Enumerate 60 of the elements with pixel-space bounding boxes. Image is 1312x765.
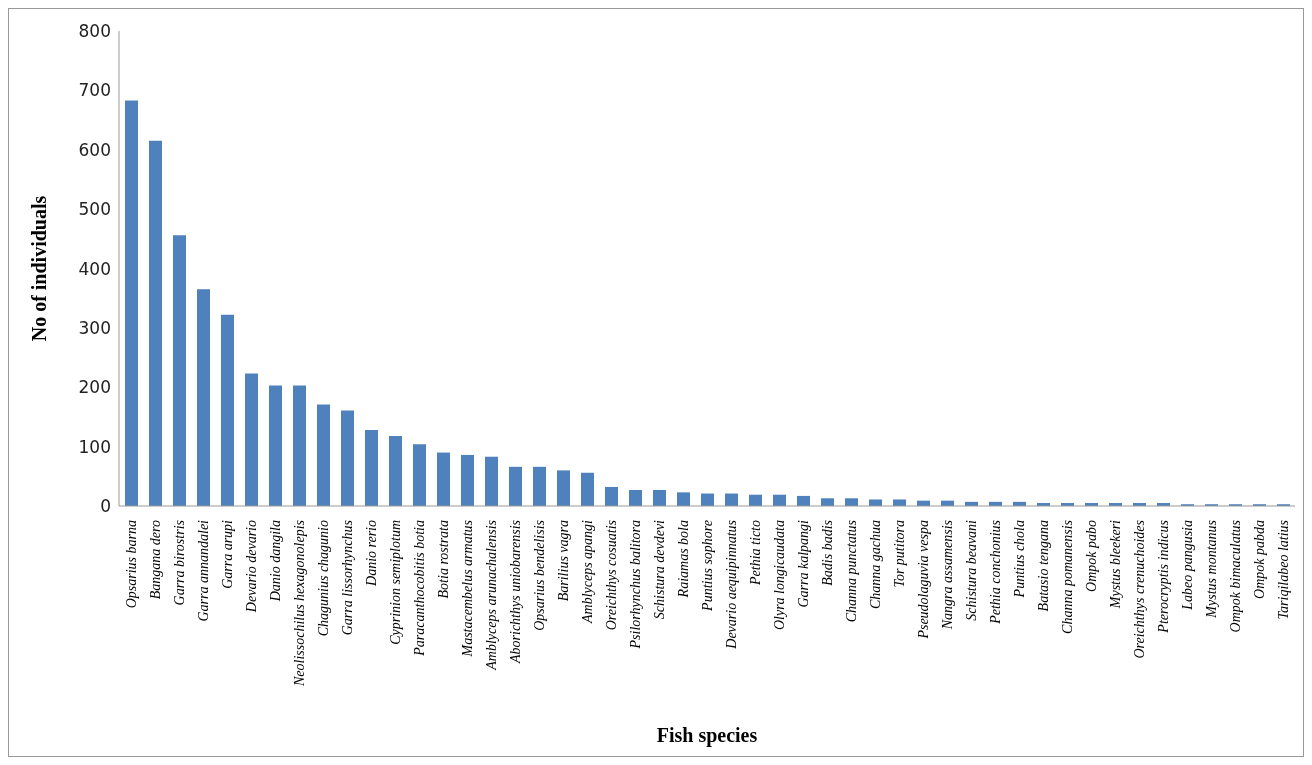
y-tick-label: 300 <box>78 317 111 338</box>
x-tick-label: Barilius vagra <box>555 520 571 602</box>
x-axis-title: Fish species <box>656 724 758 747</box>
x-tick-label: Garra arupi <box>219 519 235 589</box>
x-tick-label: Puntius sophore <box>699 520 715 612</box>
x-tick-label: Channa gachua <box>867 520 883 610</box>
x-tick-label: Devario aequipinnatus <box>723 519 739 650</box>
x-tick-label: Amblyceps apangi <box>579 519 595 625</box>
x-tick-label: Chagunius chagunio <box>315 520 331 637</box>
x-tick-label: Pterocryptis indicus <box>1155 519 1171 634</box>
x-tick-label: Botia rostrata <box>435 520 451 599</box>
x-tick-label: Mystus montanus <box>1203 519 1219 619</box>
x-tick-label: Oreichthys cosuatis <box>603 519 619 631</box>
x-tick-label: Garra lissorhynchus <box>339 519 355 636</box>
x-tick-label: Nangra assamensis <box>939 519 955 631</box>
y-tick-label: 100 <box>78 436 111 457</box>
y-tick-label: 400 <box>78 258 111 279</box>
y-axis-title: No of individuals <box>28 195 51 342</box>
x-tick-label: Neolissochilus hexagonolepis <box>291 519 307 688</box>
x-tick-label: Oreichthys crenuchoides <box>1131 519 1147 659</box>
x-tick-label: Schistura beavani <box>963 519 979 621</box>
y-tick-label: 700 <box>78 80 111 101</box>
x-tick-label: Olyra longicaudata <box>771 520 787 631</box>
x-tick-label: Mystus bleekeri <box>1107 519 1123 610</box>
x-tick-label: Tor putitora <box>891 520 907 588</box>
x-tick-label: Pethia conchonius <box>987 519 1003 625</box>
x-tick-label: Garra annandalei <box>195 519 211 622</box>
x-tick-label: Labeo pangusia <box>1179 520 1195 611</box>
x-tick-label: Mastacembelus armatus <box>459 519 475 658</box>
y-tick-label: 800 <box>78 21 111 42</box>
x-tick-label: Pseudolaguvia vespa <box>915 520 931 640</box>
y-tick-label: 0 <box>100 496 111 517</box>
x-tick-label: Danio rerio <box>363 520 379 587</box>
x-tick-label: Opsarius barna <box>123 520 139 609</box>
x-tick-label: Bangana dero <box>147 520 163 600</box>
x-tick-label: Garra birostris <box>171 519 187 606</box>
x-tick-label: Badis badis <box>819 519 835 586</box>
x-tick-label: Cyprinion semiplotum <box>387 520 403 645</box>
x-tick-label: Ompok pabda <box>1251 520 1267 599</box>
x-tick-label: Schistura devdevi <box>651 519 667 620</box>
x-tick-label: Raiamas bola <box>675 520 691 599</box>
x-tick-label: Garra kalpangi <box>795 519 811 608</box>
x-tick-label: Channa punctatus <box>843 519 859 623</box>
x-tick-label: Ompok bimaculatus <box>1227 519 1243 633</box>
y-tick-label: 500 <box>78 199 111 220</box>
x-tick-label: Channa pomanensis <box>1059 519 1075 634</box>
y-tick-label: 200 <box>78 377 111 398</box>
x-tick-label: Psilorhynchus balitora <box>627 520 643 650</box>
x-tick-label: Opsarius bendelisis <box>531 519 547 631</box>
x-tick-label: Paracanthocobitis botia <box>411 520 427 657</box>
x-tick-label: Aborichthys uniobarensis <box>507 519 523 664</box>
x-tick-label: Amblyceps arunachalensis <box>483 519 499 671</box>
x-tick-label: Pethia ticto <box>747 520 763 586</box>
x-tick-label: Batasio tengana <box>1035 520 1051 612</box>
y-tick-label: 600 <box>78 139 111 160</box>
x-tick-label: Tariqilabeo latius <box>1275 519 1291 620</box>
x-tick-label: Puntius chola <box>1011 520 1027 599</box>
x-tick-label: Ompok pabo <box>1083 520 1099 592</box>
x-tick-label: Devario devario <box>243 520 259 614</box>
x-tick-label: Danio dangila <box>267 520 283 603</box>
